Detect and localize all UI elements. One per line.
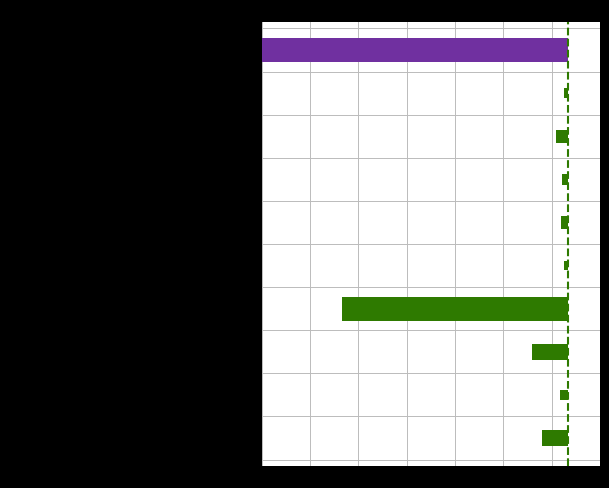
Bar [542, 430, 568, 446]
Bar [562, 174, 568, 185]
Bar [262, 38, 568, 62]
Bar [565, 261, 568, 270]
Bar [532, 344, 568, 360]
Bar [557, 130, 568, 142]
Bar [342, 297, 568, 321]
Bar [560, 389, 568, 400]
Bar [561, 216, 568, 229]
Bar [564, 88, 568, 99]
